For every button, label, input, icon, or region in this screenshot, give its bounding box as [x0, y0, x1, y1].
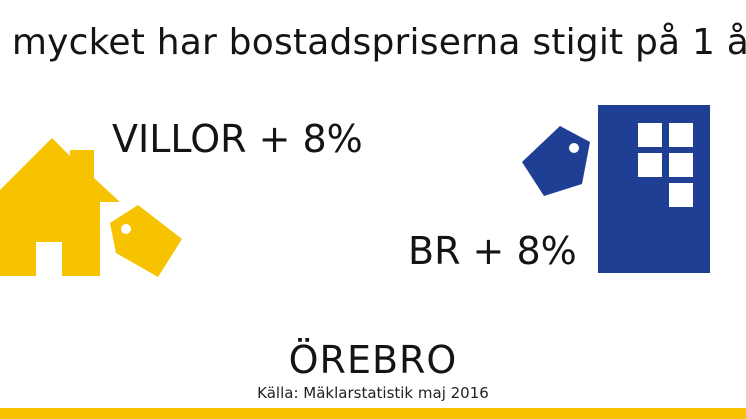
city-name: ÖREBRO — [288, 338, 458, 382]
headline: å mycket har bostadspriserna stigit på 1… — [0, 22, 746, 63]
br-price-change: BR + 8% — [408, 229, 577, 273]
bottom-accent-bar — [0, 408, 746, 419]
apartment-building-icon — [598, 105, 710, 273]
house-icon — [0, 138, 120, 276]
source-note: Källa: Mäklarstatistik maj 2016 — [257, 384, 489, 402]
price-tag-icon — [110, 205, 182, 277]
price-tag-icon — [522, 126, 590, 196]
villa-price-change: VILLOR + 8% — [112, 117, 363, 161]
